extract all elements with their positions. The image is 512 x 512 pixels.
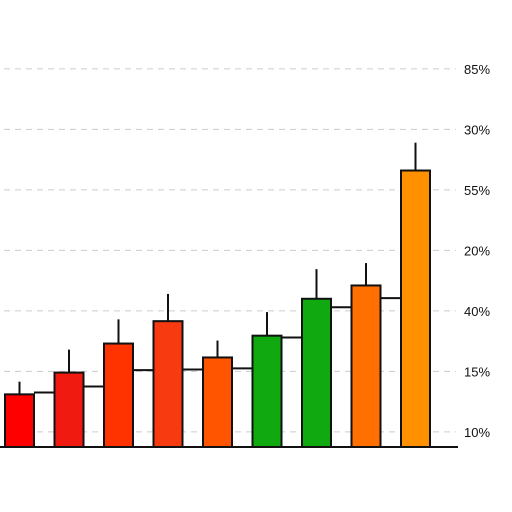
error-whiskers bbox=[18, 142, 417, 395]
y-tick-label: 10% bbox=[464, 425, 490, 440]
bar bbox=[400, 169, 431, 448]
bars bbox=[4, 169, 431, 449]
y-tick-label: 20% bbox=[464, 243, 490, 258]
y-tick-label: 30% bbox=[464, 122, 490, 137]
bar bbox=[103, 342, 134, 449]
bar bbox=[202, 356, 233, 448]
y-tick-label: 85% bbox=[464, 62, 490, 77]
y-tick-label: 40% bbox=[464, 304, 490, 319]
bar bbox=[152, 320, 184, 448]
bar bbox=[301, 297, 332, 448]
y-axis-tick-labels: 10% 15% 40% 20% 55% 30% 85% bbox=[464, 62, 490, 440]
bar bbox=[251, 334, 283, 448]
step-line bbox=[34, 297, 401, 394]
bar bbox=[350, 284, 382, 448]
y-tick-label: 55% bbox=[464, 183, 490, 198]
y-tick-label: 15% bbox=[464, 364, 490, 379]
bar bbox=[4, 393, 35, 448]
bar bbox=[53, 371, 85, 448]
